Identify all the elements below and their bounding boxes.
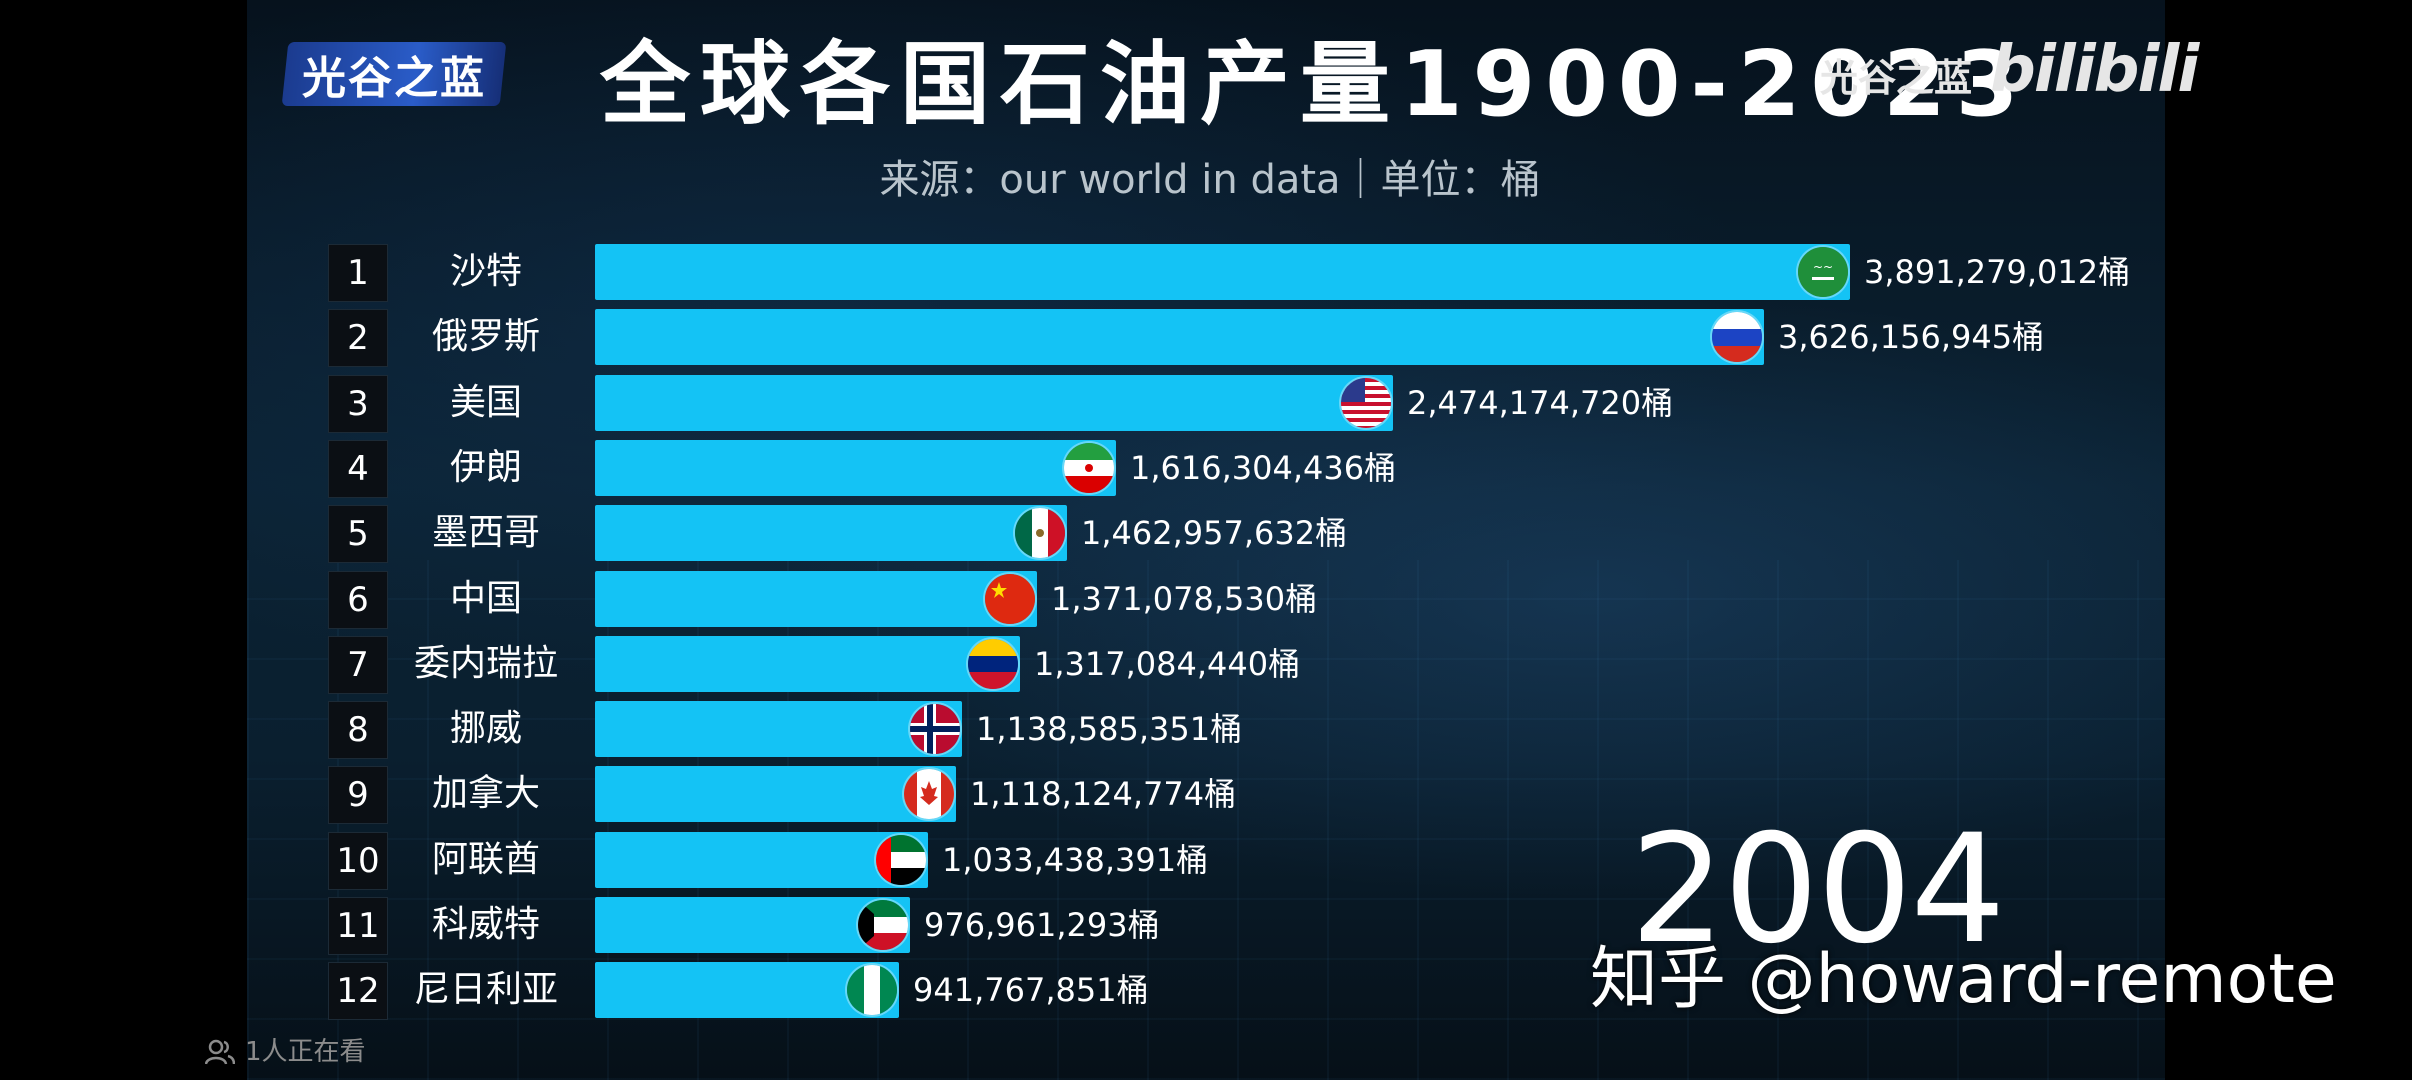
country-label-5: 墨西哥: [431, 512, 540, 553]
country-label-3: 美国: [449, 382, 522, 423]
rank-1: 1: [328, 244, 388, 302]
rank-7: 7: [328, 636, 388, 694]
video-area[interactable]: [247, 0, 2165, 1080]
brand-text: 光谷之蓝: [1820, 56, 1973, 100]
country-label-11: 科威特: [431, 904, 540, 945]
value-label-9: 1,118,124,774桶: [970, 775, 1237, 813]
country-label-7: 委内瑞拉: [413, 643, 558, 684]
value-label-3: 2,474,174,720桶: [1407, 384, 1674, 422]
rank-3: 3: [328, 375, 388, 433]
chart-subtitle: 来源：our world in data｜单位：桶: [879, 157, 1541, 203]
norway-flag-icon: [910, 704, 960, 754]
iran-flag-icon: [1064, 443, 1114, 493]
country-label-10: 阿联酋: [431, 839, 540, 880]
kuwait-flag-icon: [858, 900, 908, 950]
bar-5: [595, 505, 1067, 561]
value-label-5: 1,462,957,632桶: [1081, 514, 1348, 552]
rank-11: 11: [328, 897, 388, 955]
mexico-flag-icon: [1015, 508, 1065, 558]
nigeria-flag-icon: [847, 965, 897, 1015]
rank-12: 12: [328, 962, 388, 1020]
country-label-2: 俄罗斯: [431, 316, 540, 357]
venezuela-flag-icon: [968, 639, 1018, 689]
zhihu-watermark: 知乎 @howard-remote: [1590, 940, 2337, 1019]
bilibili-logo: bilibili: [1990, 33, 2199, 107]
value-label-1: 3,891,279,012桶: [1864, 253, 2131, 291]
bar-3: [595, 375, 1393, 431]
rank-6: 6: [328, 571, 388, 629]
bar-1: [595, 244, 1850, 300]
rank-4: 4: [328, 440, 388, 498]
bar-6: [595, 571, 1037, 627]
value-label-12: 941,767,851桶: [913, 971, 1149, 1009]
value-label-4: 1,616,304,436桶: [1130, 449, 1397, 487]
viewer-count-text: 1人正在看: [245, 1037, 366, 1067]
bar-2: [595, 309, 1764, 365]
bar-9: [595, 766, 956, 822]
saudi-arabia-flag-icon: ~~: [1798, 247, 1848, 297]
rank-10: 10: [328, 832, 388, 890]
value-label-6: 1,371,078,530桶: [1051, 580, 1318, 618]
value-label-10: 1,033,438,391桶: [942, 841, 1209, 879]
country-label-1: 沙特: [449, 251, 522, 292]
country-label-4: 伊朗: [449, 447, 522, 488]
value-label-7: 1,317,084,440桶: [1034, 645, 1301, 683]
china-flag-icon: [985, 574, 1035, 624]
bar-7: [595, 636, 1020, 692]
country-label-9: 加拿大: [431, 773, 540, 814]
year-label: 2004: [1630, 803, 2006, 977]
background-grid: [247, 560, 2165, 1080]
rank-8: 8: [328, 701, 388, 759]
canada-flag-icon: [904, 769, 954, 819]
uae-flag-icon: [876, 835, 926, 885]
bar-10: [595, 832, 928, 888]
rank-2: 2: [328, 309, 388, 367]
chart-title: 全球各国石油产量1900-2023: [600, 32, 2029, 137]
bar-8: [595, 701, 962, 757]
russia-flag-icon: [1712, 312, 1762, 362]
rank-9: 9: [328, 766, 388, 824]
viewer-count: 1人正在看: [205, 1032, 366, 1072]
usa-flag-icon: [1341, 378, 1391, 428]
svg-text:~~: ~~: [1813, 260, 1833, 274]
country-label-8: 挪威: [449, 708, 522, 749]
value-label-11: 976,961,293桶: [924, 906, 1160, 944]
value-label-2: 3,626,156,945桶: [1778, 318, 2045, 356]
country-label-12: 尼日利亚: [413, 969, 558, 1010]
bar-11: [595, 897, 910, 953]
bar-4: [595, 440, 1116, 496]
rank-5: 5: [328, 505, 388, 563]
country-label-6: 中国: [449, 578, 522, 619]
value-label-8: 1,138,585,351桶: [976, 710, 1243, 748]
viewers-icon: [205, 1039, 235, 1065]
